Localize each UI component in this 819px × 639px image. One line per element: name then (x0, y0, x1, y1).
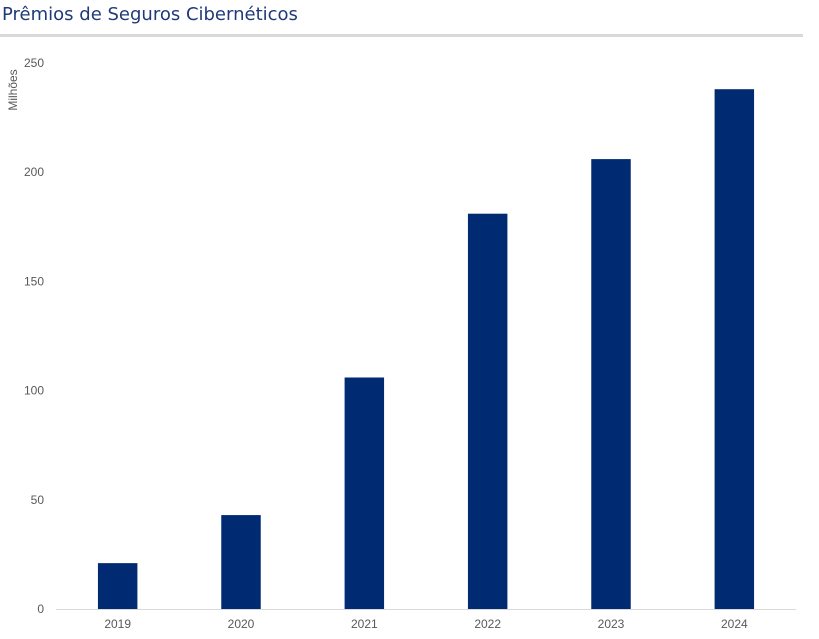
y-tick-label: 100 (24, 384, 44, 398)
bar-2021 (344, 377, 385, 609)
y-tick-label: 50 (31, 493, 45, 507)
x-tick-label: 2019 (104, 617, 131, 631)
y-axis-ticks: 0 50 100 150 200 250 (24, 56, 44, 616)
y-tick-label: 150 (24, 274, 44, 288)
y-tick-label: 200 (24, 165, 44, 179)
bar-series (97, 89, 755, 610)
x-tick-label: 2023 (598, 617, 625, 631)
y-axis-title: Milhões (6, 69, 20, 110)
y-tick-label: 0 (37, 602, 44, 616)
x-tick-label: 2024 (721, 617, 748, 631)
y-tick-label: 250 (24, 56, 44, 70)
bar-2019 (97, 563, 138, 609)
x-tick-label: 2020 (228, 617, 255, 631)
x-tick-label: 2021 (351, 617, 378, 631)
x-axis-ticks: 2019 2020 2021 2022 2023 2024 (104, 617, 748, 631)
bar-2020 (221, 515, 261, 609)
bar-2023 (591, 159, 631, 609)
x-tick-label: 2022 (474, 617, 501, 631)
bar-2022 (467, 213, 508, 610)
chart-title: Prêmios de Seguros Cibernéticos (2, 4, 298, 25)
bar-2024 (714, 89, 755, 609)
title-divider (0, 34, 803, 37)
